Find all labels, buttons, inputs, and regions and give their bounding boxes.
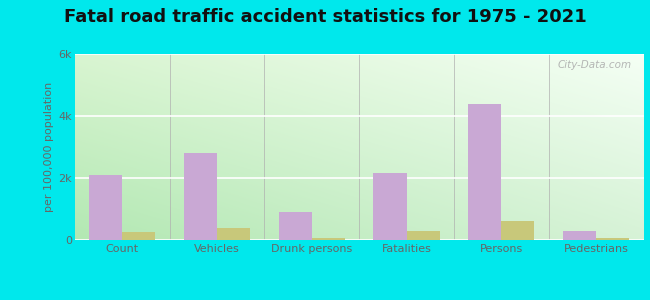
Text: City-Data.com: City-Data.com — [558, 60, 632, 70]
Bar — [468, 103, 501, 240]
Y-axis label: per 100,000 population: per 100,000 population — [44, 82, 54, 212]
Bar — [122, 232, 155, 240]
Bar — [501, 221, 534, 240]
Bar — [596, 238, 629, 240]
Bar — [406, 231, 439, 240]
Bar — [217, 228, 250, 240]
Text: Fatal road traffic accident statistics for 1975 - 2021: Fatal road traffic accident statistics f… — [64, 8, 586, 26]
Bar — [563, 231, 596, 240]
Bar — [279, 212, 312, 240]
Bar — [89, 175, 122, 240]
Bar — [184, 153, 217, 240]
Bar — [312, 238, 345, 240]
Bar — [373, 173, 406, 240]
